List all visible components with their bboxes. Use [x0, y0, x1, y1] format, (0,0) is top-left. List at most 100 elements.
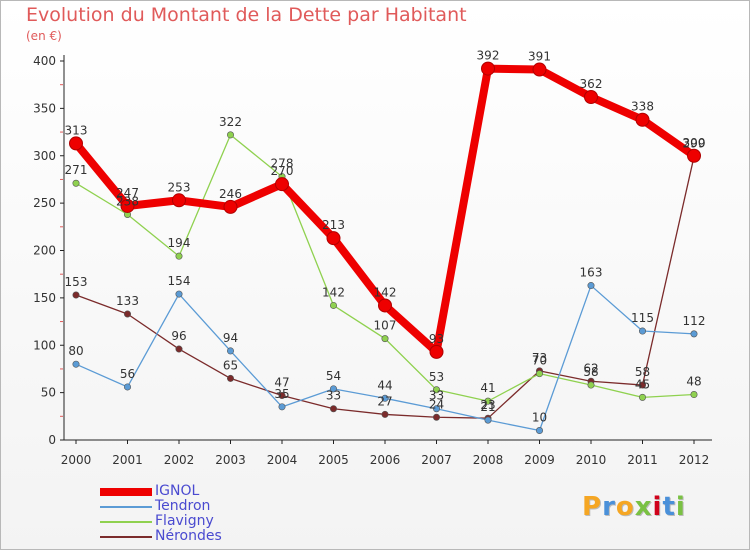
data-label: 115	[631, 311, 654, 325]
data-label: 338	[631, 100, 654, 114]
x-tick-label: 2007	[421, 453, 452, 467]
data-label: 154	[168, 274, 191, 288]
data-label: 96	[171, 329, 186, 343]
data-label: 70	[532, 354, 547, 368]
data-label: 58	[583, 365, 598, 379]
y-tick-label: 200	[33, 244, 56, 258]
data-point	[72, 179, 80, 187]
data-label: 313	[65, 123, 88, 137]
data-point	[635, 112, 650, 127]
data-label: 94	[223, 331, 238, 345]
data-label: 45	[635, 377, 650, 391]
data-label: 246	[219, 187, 242, 201]
data-point	[329, 385, 337, 393]
y-tick-label: 350	[33, 101, 56, 115]
data-label: 62	[583, 361, 598, 375]
legend-label: Flavigny	[155, 513, 214, 529]
y-tick-label: 300	[33, 149, 56, 163]
y-tick-label: 50	[41, 386, 56, 400]
data-label: 391	[528, 50, 551, 64]
chart-title: Evolution du Montant de la Dette par Hab…	[26, 4, 467, 26]
data-label: 322	[219, 115, 242, 129]
data-point	[587, 282, 595, 290]
data-label: 163	[580, 266, 603, 280]
y-tick-label: 150	[33, 291, 56, 305]
data-label: 23	[480, 398, 495, 412]
y-tick-label: 0	[48, 433, 56, 447]
data-label: 48	[686, 375, 701, 389]
data-point	[227, 374, 235, 382]
data-point	[481, 61, 495, 76]
x-tick-label: 2005	[318, 453, 349, 467]
x-tick-label: 2002	[164, 453, 195, 467]
data-point	[227, 131, 235, 139]
y-tick-label: 100	[33, 338, 56, 352]
data-point	[72, 360, 80, 368]
data-label: 112	[683, 314, 706, 328]
data-point	[381, 335, 389, 343]
data-point	[432, 386, 440, 394]
legend-swatch	[100, 536, 152, 538]
data-label: 194	[168, 236, 191, 250]
data-label: 58	[635, 365, 650, 379]
proxiti-logo: Proxiti	[582, 492, 686, 522]
data-label: 21	[480, 400, 495, 414]
data-label: 10	[532, 411, 547, 425]
data-point	[326, 231, 341, 246]
data-label: 153	[65, 275, 88, 289]
data-point	[638, 327, 646, 335]
data-point	[484, 397, 492, 405]
x-tick-label: 2009	[524, 453, 555, 467]
data-label: 80	[68, 344, 83, 358]
data-point	[124, 383, 132, 391]
data-point	[532, 62, 547, 77]
legend-label: Nérondes	[155, 528, 222, 544]
y-tick-label: 400	[33, 54, 56, 68]
data-label: 238	[116, 194, 139, 208]
x-tick-label: 2001	[112, 453, 143, 467]
x-tick-label: 2008	[473, 453, 504, 467]
data-label: 47	[274, 375, 289, 389]
data-point	[227, 347, 235, 355]
data-point	[381, 394, 389, 402]
data-label: 271	[65, 163, 88, 177]
legend-swatch	[100, 506, 152, 508]
data-label: 362	[580, 77, 603, 91]
data-label: 253	[168, 180, 191, 194]
data-label: 270	[271, 164, 294, 178]
data-point	[175, 252, 183, 260]
data-label: 133	[116, 294, 139, 308]
data-label: 247	[116, 186, 139, 200]
data-label: 300	[683, 136, 706, 150]
data-point	[535, 370, 543, 378]
data-label: 35	[274, 387, 289, 401]
data-point	[223, 199, 238, 214]
data-point	[278, 403, 286, 411]
data-label: 41	[480, 381, 495, 395]
x-tick-label: 2000	[61, 453, 92, 467]
data-label: 107	[374, 319, 397, 333]
data-point	[638, 381, 646, 389]
data-label: 142	[374, 285, 397, 299]
data-point	[484, 416, 492, 424]
data-label: 33	[326, 389, 341, 403]
data-label: 27	[377, 394, 392, 408]
data-point	[690, 391, 698, 399]
data-point	[278, 391, 286, 399]
x-tick-label: 2004	[267, 453, 298, 467]
chart-subtitle: (en €)	[26, 29, 62, 43]
data-label: 53	[429, 370, 444, 384]
data-label: 392	[477, 49, 500, 63]
data-point	[329, 405, 337, 413]
data-point	[72, 291, 80, 299]
data-label: 24	[429, 397, 444, 411]
data-label: 65	[223, 358, 238, 372]
data-point	[172, 193, 186, 208]
x-tick-label: 2010	[576, 453, 607, 467]
data-point	[120, 198, 135, 213]
legend-swatch	[100, 521, 152, 523]
data-label: 33	[429, 389, 444, 403]
data-point	[432, 413, 440, 421]
data-point	[638, 393, 646, 401]
